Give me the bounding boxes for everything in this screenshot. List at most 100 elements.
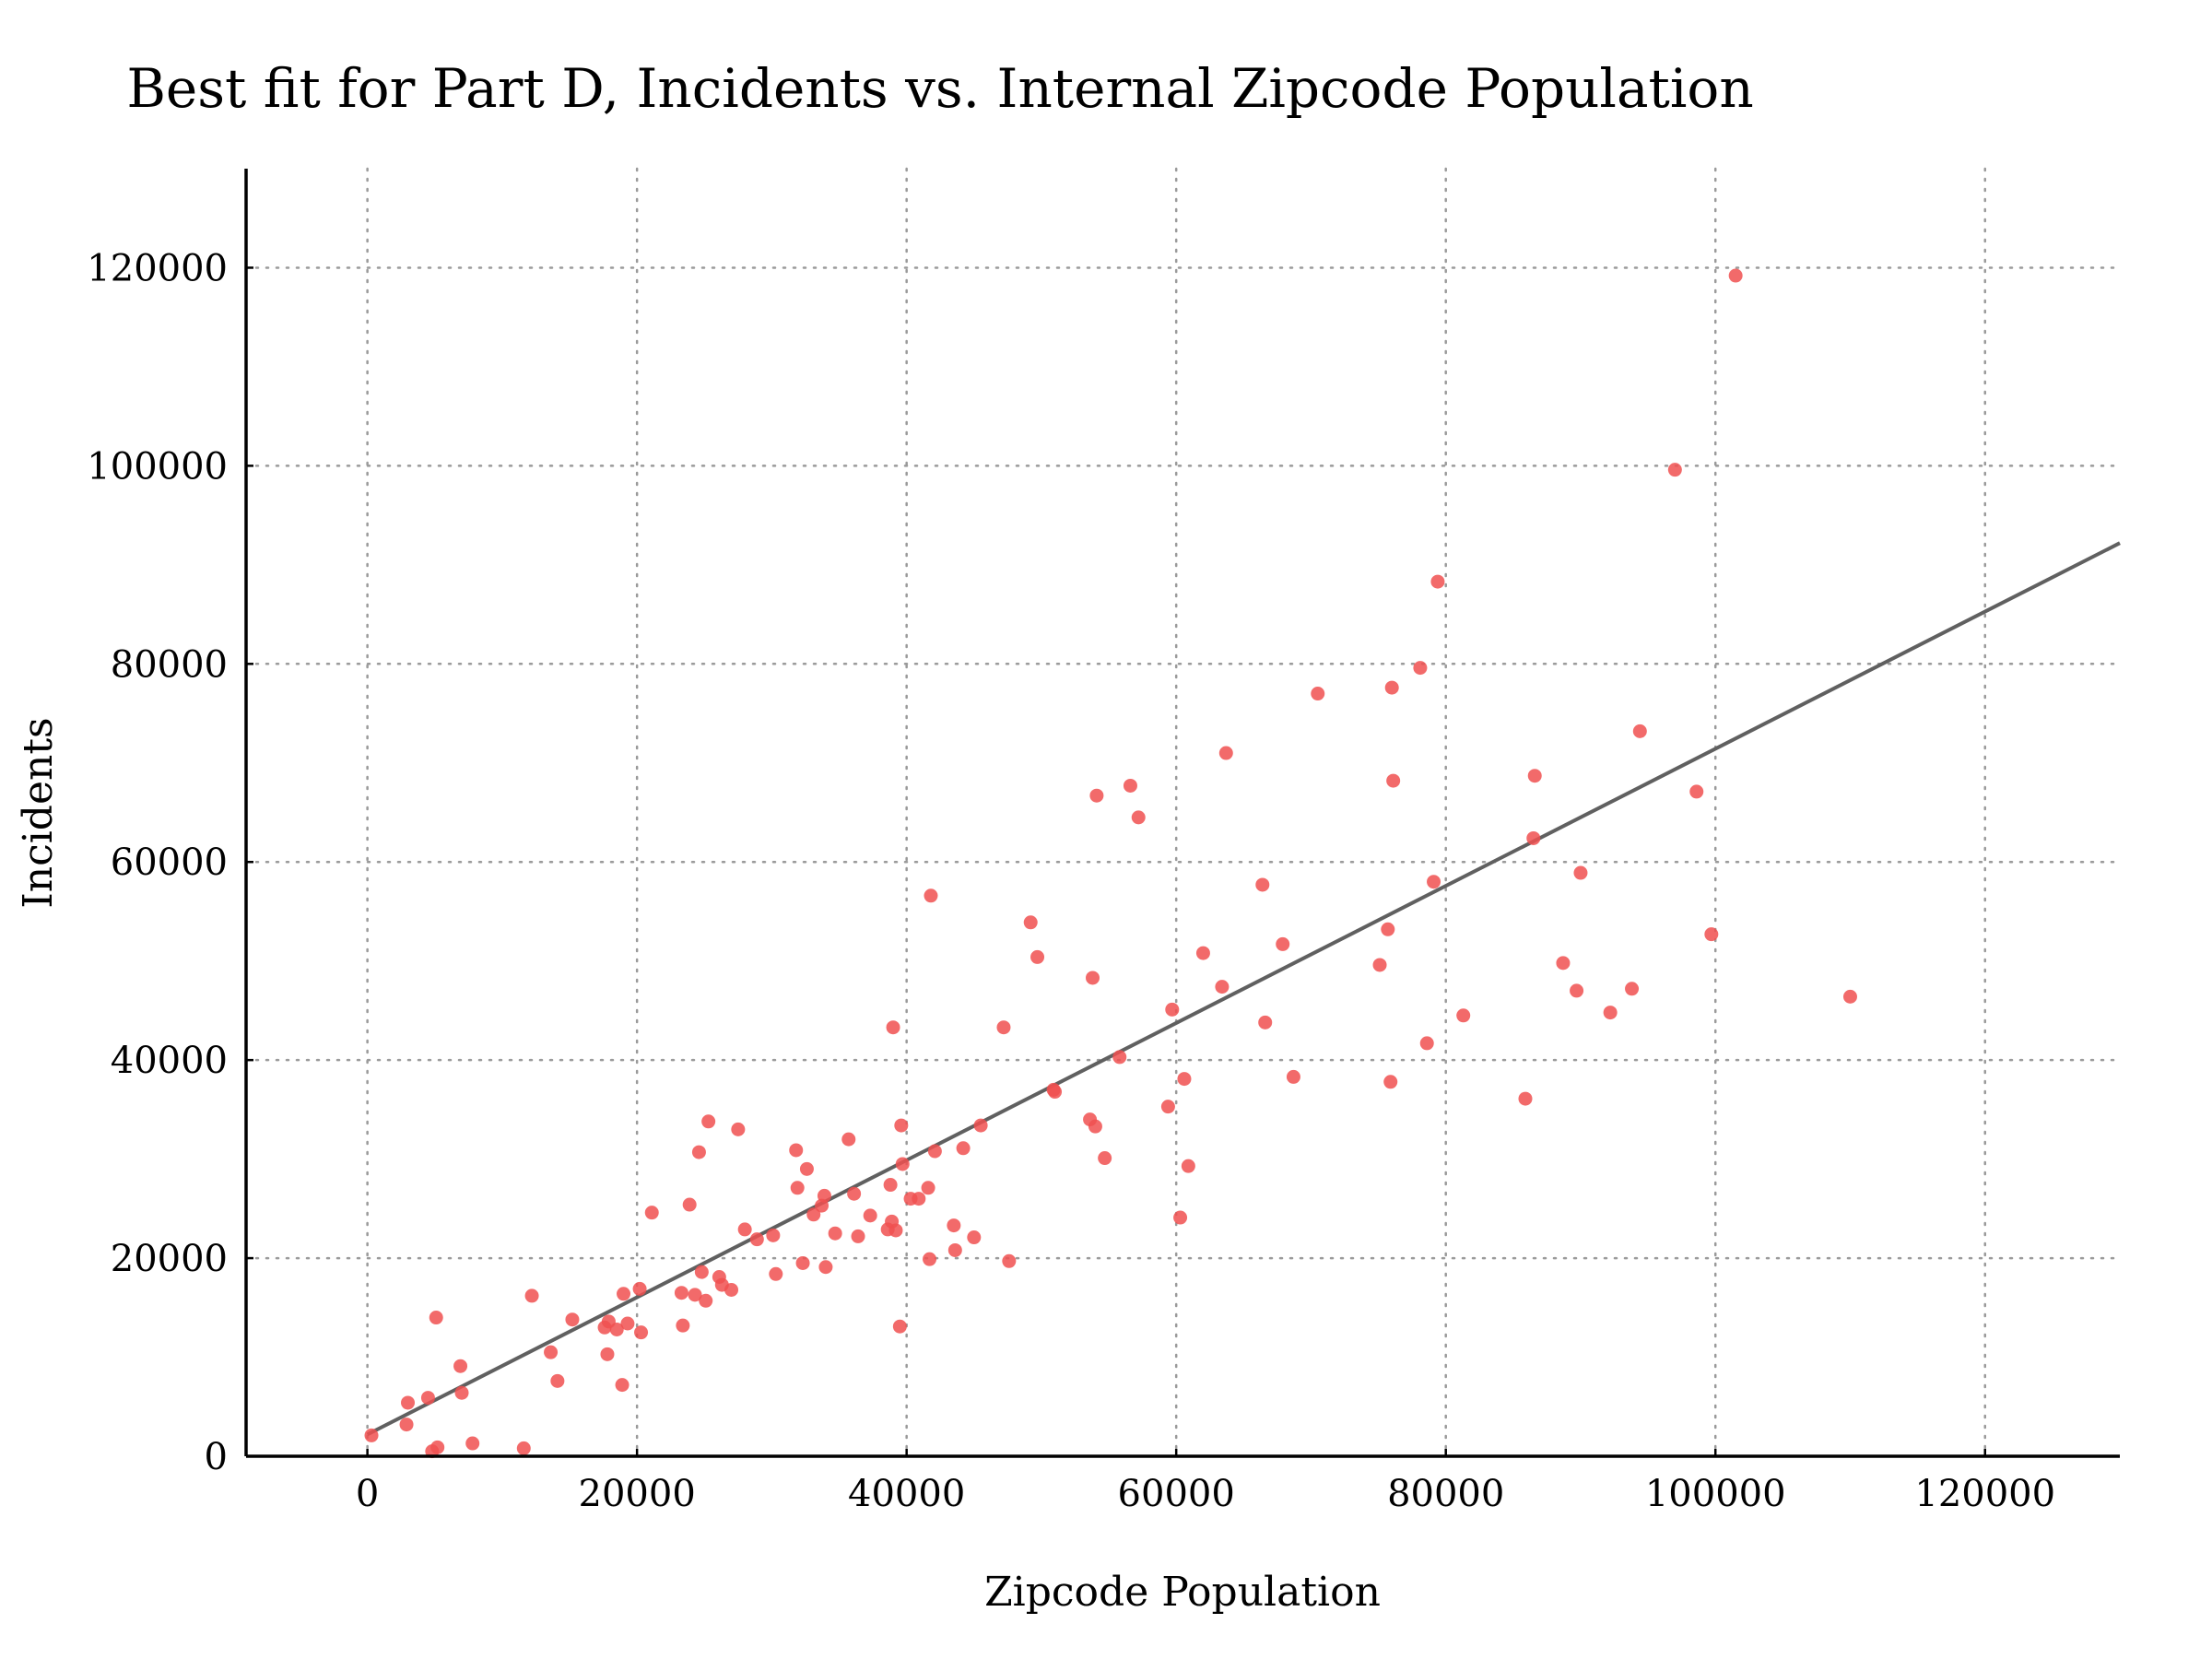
y-tick-label: 100000 xyxy=(87,445,228,488)
data-point xyxy=(886,1020,900,1035)
data-point xyxy=(1218,746,1233,760)
data-point xyxy=(895,1157,910,1171)
tick-layer: 0 20000 40000 60000 80000 100000 120000 0 20000 4… xyxy=(87,247,2055,1515)
y-tick-label: 60000 xyxy=(111,841,228,884)
y-tick-label: 120000 xyxy=(87,247,228,289)
data-point xyxy=(766,1228,781,1242)
data-point xyxy=(1215,980,1230,994)
data-point xyxy=(1173,1210,1188,1225)
data-point xyxy=(894,1118,909,1133)
data-point xyxy=(924,888,938,903)
data-point xyxy=(818,1260,833,1275)
data-point xyxy=(947,1218,961,1233)
data-point xyxy=(724,1282,739,1297)
data-point xyxy=(790,1181,805,1195)
data-point xyxy=(1088,1119,1102,1134)
data-point xyxy=(1165,1002,1180,1017)
grid-layer xyxy=(244,167,2122,1458)
x-axis-label: Zipcode Population xyxy=(984,1569,1381,1616)
data-point xyxy=(688,1288,702,1302)
data-point xyxy=(620,1316,635,1331)
chart-title: Best fit for Part D, Incidents vs. Inter… xyxy=(126,57,1753,120)
x-tick-label: 100000 xyxy=(1645,1473,1786,1515)
data-point xyxy=(828,1226,842,1241)
data-point xyxy=(420,1391,435,1406)
data-point xyxy=(1311,687,1325,701)
data-point xyxy=(973,1118,988,1133)
data-point xyxy=(465,1436,480,1451)
data-point xyxy=(923,1252,937,1266)
data-point xyxy=(600,1347,615,1361)
data-point xyxy=(699,1293,713,1308)
data-point xyxy=(1419,1036,1434,1051)
data-point xyxy=(806,1207,821,1222)
data-point xyxy=(676,1318,690,1333)
data-point xyxy=(1023,915,1038,930)
data-point xyxy=(1632,724,1647,738)
data-point xyxy=(1098,1151,1112,1166)
data-point xyxy=(1181,1159,1195,1173)
data-point xyxy=(701,1114,716,1129)
data-point xyxy=(644,1206,659,1220)
data-point xyxy=(888,1223,903,1238)
data-point xyxy=(1704,927,1719,942)
data-point xyxy=(1842,989,1857,1004)
data-point xyxy=(769,1266,783,1281)
axis-layer xyxy=(244,169,2120,1458)
data-point xyxy=(1286,1069,1300,1084)
data-point xyxy=(892,1319,907,1334)
data-point xyxy=(1689,784,1704,799)
data-point xyxy=(737,1222,752,1237)
data-point xyxy=(1527,769,1542,783)
data-point xyxy=(1123,778,1137,793)
data-point xyxy=(1372,958,1387,972)
data-point xyxy=(364,1428,379,1442)
data-point xyxy=(565,1312,580,1327)
data-point xyxy=(1603,1006,1618,1020)
data-point xyxy=(1112,1050,1127,1065)
data-point xyxy=(1160,1100,1175,1114)
data-point xyxy=(1384,680,1399,695)
x-tick-label: 20000 xyxy=(579,1473,696,1515)
data-point xyxy=(1430,574,1445,589)
data-point xyxy=(799,1161,814,1176)
data-point xyxy=(883,1178,898,1193)
data-point xyxy=(401,1395,416,1410)
data-point xyxy=(632,1281,647,1296)
data-point xyxy=(947,1242,962,1257)
data-point xyxy=(1258,1015,1273,1030)
data-point xyxy=(1728,268,1743,283)
data-point xyxy=(694,1265,709,1279)
data-point xyxy=(996,1020,1011,1035)
data-point xyxy=(1570,983,1584,998)
data-point xyxy=(454,1385,469,1400)
data-point xyxy=(453,1359,468,1373)
data-point xyxy=(1625,982,1640,996)
data-point xyxy=(1556,956,1571,971)
y-tick-label: 0 xyxy=(205,1436,228,1478)
data-point xyxy=(674,1286,688,1300)
y-axis-label: Incidents xyxy=(15,717,62,908)
best-fit-line xyxy=(366,541,2121,1437)
data-point xyxy=(524,1288,539,1303)
data-point xyxy=(634,1325,649,1340)
data-point xyxy=(1030,949,1045,964)
y-tick-label: 20000 xyxy=(111,1238,228,1280)
data-point xyxy=(544,1345,559,1359)
data-point xyxy=(795,1255,810,1270)
data-point xyxy=(516,1441,531,1455)
data-point xyxy=(1526,830,1541,845)
data-point xyxy=(1002,1253,1017,1268)
data-point xyxy=(1131,810,1146,825)
data-point xyxy=(1386,773,1401,788)
data-point xyxy=(682,1197,697,1212)
data-point xyxy=(617,1287,631,1301)
data-point xyxy=(921,1181,935,1195)
data-point xyxy=(1413,661,1428,676)
data-point xyxy=(1381,922,1395,936)
data-point xyxy=(731,1122,746,1136)
data-point xyxy=(841,1132,856,1147)
data-point xyxy=(1195,946,1210,960)
